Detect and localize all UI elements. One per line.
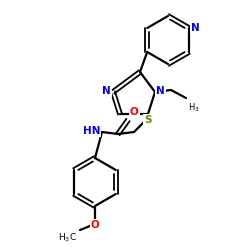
Text: N: N xyxy=(102,86,111,96)
Text: N: N xyxy=(156,86,165,96)
Text: HN: HN xyxy=(82,126,100,136)
Text: O: O xyxy=(90,220,100,230)
Text: N: N xyxy=(191,23,200,33)
Text: S: S xyxy=(144,115,152,125)
Text: H$_3$C: H$_3$C xyxy=(58,232,77,244)
Text: O: O xyxy=(130,107,139,117)
Text: H$_3$: H$_3$ xyxy=(188,101,200,114)
